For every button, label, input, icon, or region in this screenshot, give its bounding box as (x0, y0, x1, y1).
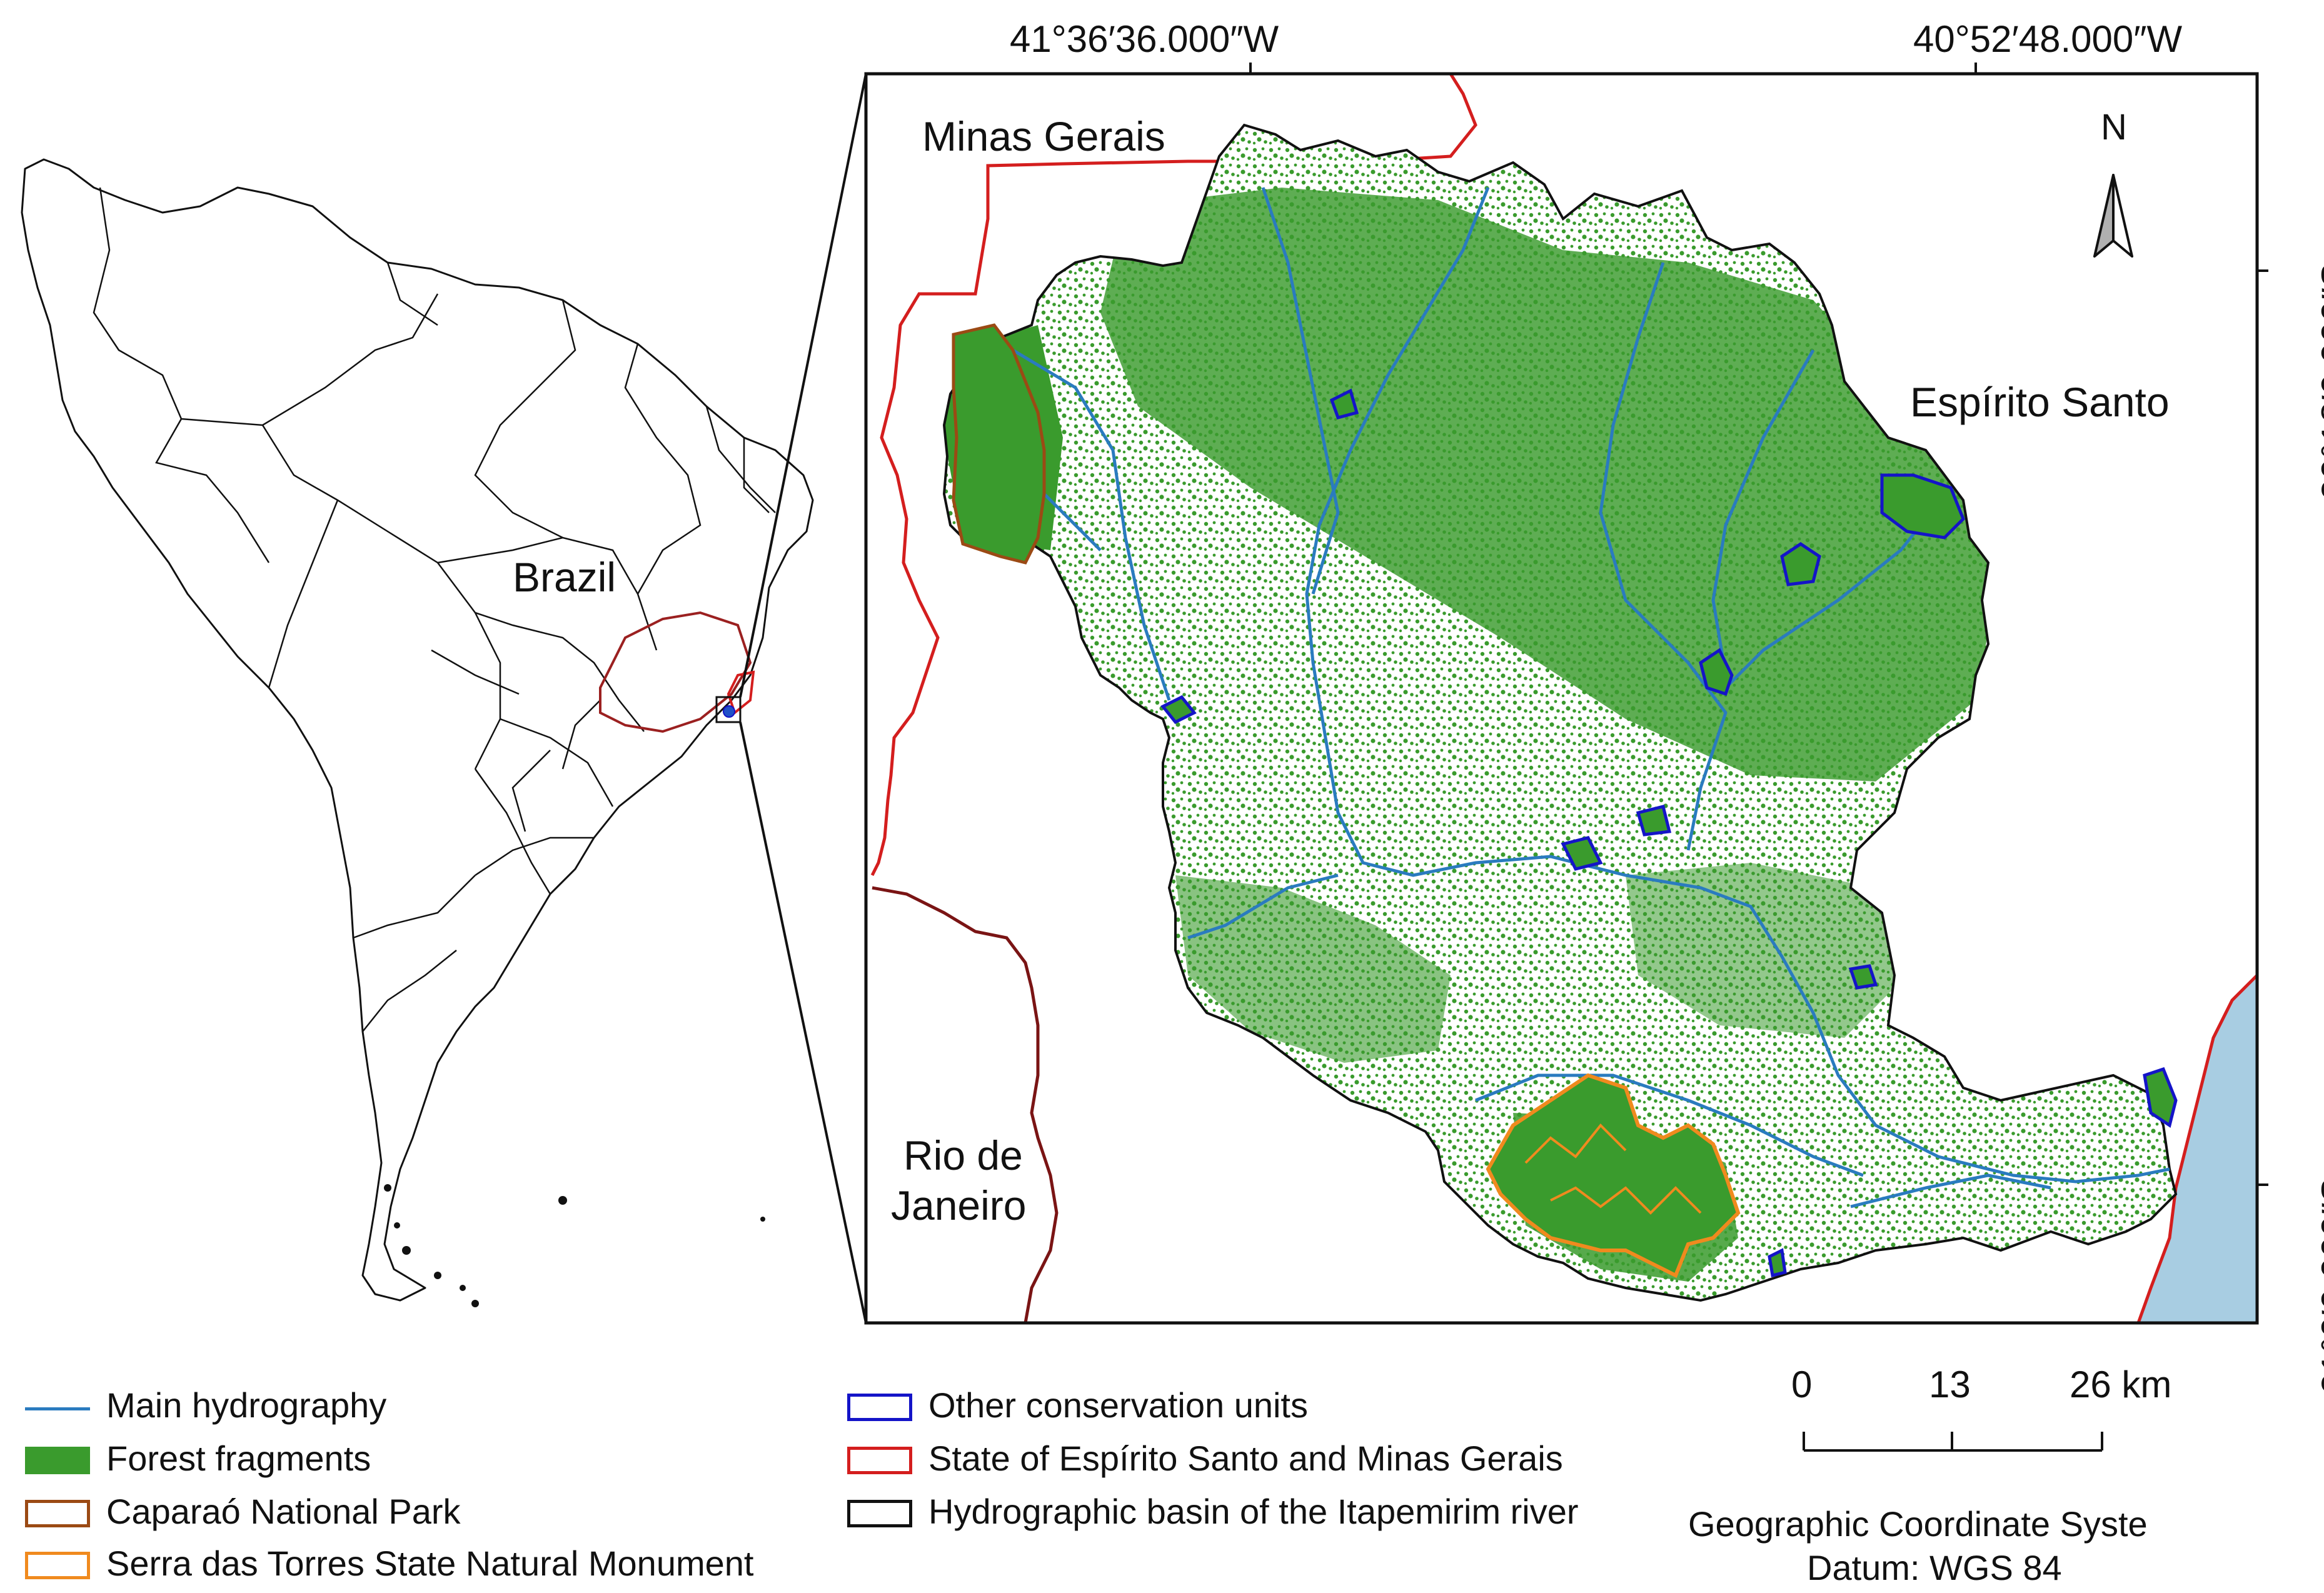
inset-frame (864, 72, 2259, 1325)
inset-box (715, 696, 742, 723)
label-minas-gerais: Minas Gerais (922, 113, 1165, 159)
crs-label: Geographic Coordinate Syste (1688, 1504, 2148, 1544)
legend-label: Other conservation units (928, 1385, 1308, 1425)
label-rio-de-janeiro-1: Rio de (903, 1132, 1023, 1178)
south-america-outline (21, 158, 814, 1302)
label-brazil: Brazil (513, 554, 616, 600)
ocean (2138, 975, 2257, 1323)
legend-line-symbol (25, 1407, 90, 1410)
lat-label-top: 20°18′0.000″S (2314, 262, 2324, 500)
lon-label-right: 40°52′48.000″W (1913, 18, 2183, 60)
legend-outline-symbol (847, 1394, 912, 1421)
scale-label-13: 13 (1929, 1364, 1971, 1405)
label-espirito-santo: Espírito Santo (1910, 379, 2170, 425)
zoom-line-bottom (739, 721, 867, 1324)
main-hydrography (1012, 187, 2170, 1209)
north-arrow-icon (2093, 174, 2133, 258)
scale-bar (1803, 1432, 2103, 1452)
legend-outline-symbol (847, 1447, 912, 1474)
legend-label: Forest fragments (106, 1439, 371, 1478)
lon-label-left: 41°36′36.000″W (1010, 18, 1279, 60)
itapemirim-basin-outline (942, 123, 2178, 1302)
legend-label: Caparaó National Park (106, 1492, 461, 1531)
state-border-coast (2136, 974, 2257, 1323)
legend-outline-symbol (25, 1552, 90, 1579)
country-borders (93, 187, 776, 1032)
legend-fill-symbol (25, 1447, 90, 1474)
legend-outline-symbol (25, 1500, 90, 1527)
legend-label: Serra das Torres State Natural Monument (106, 1544, 754, 1583)
legend-label: State of Espírito Santo and Minas Gerais (928, 1439, 1563, 1478)
serra-das-torres (1486, 1073, 1741, 1279)
legend-label: Hydrographic basin of the Itapemirim riv… (928, 1492, 1579, 1531)
label-rio-de-janeiro-2: Janeiro (891, 1182, 1027, 1229)
espirito-santo-outline (727, 670, 755, 715)
legend-label: Main hydrography (106, 1385, 387, 1425)
serra-das-torres-ridges (1524, 1123, 1702, 1215)
scale-label-26km: 26 km (2070, 1364, 2172, 1405)
southern-islands (384, 1184, 765, 1307)
north-label: N (2101, 107, 2127, 148)
caparao-national-park (952, 323, 1046, 565)
minas-gerais-outline (599, 611, 752, 733)
basin-marker (723, 705, 735, 718)
scale-label-0: 0 (1791, 1364, 1813, 1405)
state-border-rj (872, 886, 1059, 1323)
datum-label: Datum: WGS 84 (1807, 1548, 2062, 1587)
other-conservation-units (1160, 388, 2178, 1278)
graticule-ticks (1249, 63, 2268, 1186)
legend-outline-symbol (847, 1500, 912, 1527)
lat-label-bottom: 21°0′0.000″S (2314, 1177, 2324, 1394)
zoom-line-top (739, 73, 867, 698)
